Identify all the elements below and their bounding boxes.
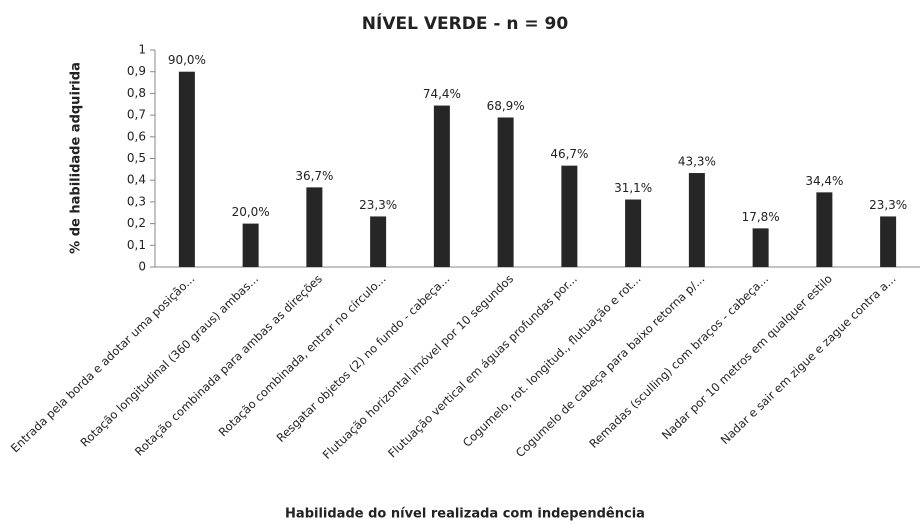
bar <box>561 165 578 267</box>
value-label: 74,4% <box>423 87 461 101</box>
bar <box>178 71 195 267</box>
value-label: 43,3% <box>678 155 716 169</box>
value-label: 68,9% <box>487 99 525 113</box>
bar <box>370 216 387 267</box>
x-axis-title: Habilidade do nível realizada com indepe… <box>285 507 645 522</box>
y-tick-label: 0,6 <box>127 129 146 143</box>
bar <box>880 216 897 267</box>
y-tick-label: 0,1 <box>127 238 146 252</box>
value-label: 23,3% <box>359 198 397 212</box>
value-label: 36,7% <box>295 169 333 183</box>
y-tick-label: 0,9 <box>127 64 146 78</box>
y-tick-label: 0,7 <box>127 108 146 122</box>
value-label: 90,0% <box>168 53 206 67</box>
bar <box>816 192 833 267</box>
y-tick-label: 0,3 <box>127 194 146 208</box>
bar <box>242 223 259 267</box>
y-tick-label: 0,2 <box>127 216 146 230</box>
value-label: 34,4% <box>805 174 843 188</box>
bar <box>306 187 323 267</box>
value-label: 46,7% <box>550 147 588 161</box>
y-tick-label: 0,5 <box>127 151 146 165</box>
y-axis-title: % de habilidade adquirida <box>69 62 84 254</box>
value-label: 17,8% <box>742 210 780 224</box>
value-label: 31,1% <box>614 181 652 195</box>
bar <box>752 228 769 267</box>
y-tick-label: 0,8 <box>127 86 146 100</box>
value-label: 23,3% <box>869 198 907 212</box>
value-label: 20,0% <box>232 205 270 219</box>
bar <box>688 173 705 267</box>
y-tick-label: 1 <box>138 43 146 57</box>
bar <box>625 199 642 267</box>
bar <box>497 117 514 267</box>
bar <box>433 105 450 267</box>
chart-title: NÍVEL VERDE - n = 90 <box>362 12 569 34</box>
y-tick-label: 0 <box>138 260 146 274</box>
y-tick-label: 0,4 <box>127 173 146 187</box>
